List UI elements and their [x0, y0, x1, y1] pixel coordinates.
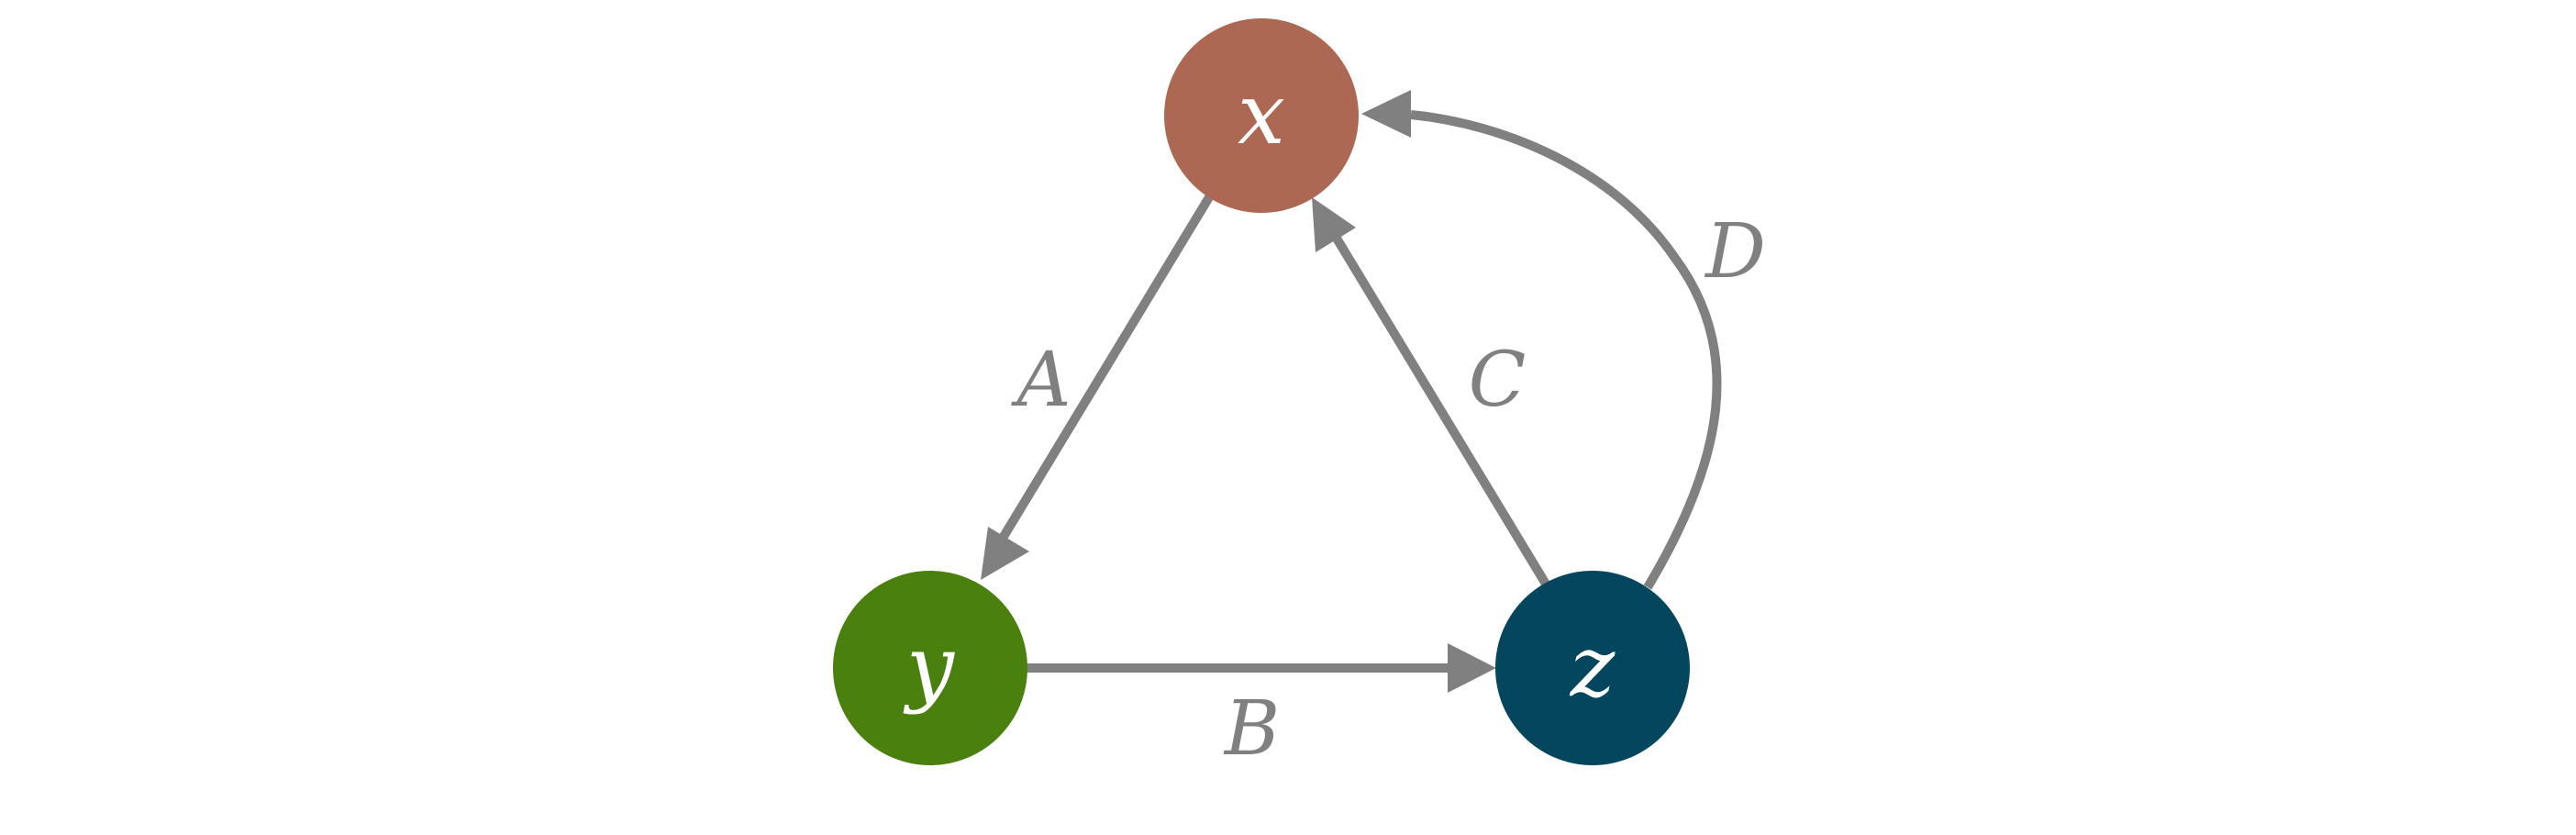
edge-d: D [1361, 90, 1766, 590]
node-y-label: y [903, 618, 955, 716]
node-z: z [1495, 571, 1690, 765]
edge-c-arrowhead [1312, 197, 1356, 252]
edge-b-arrowhead [1448, 643, 1496, 693]
nodes: x y z [833, 18, 1690, 765]
edge-d-arrowhead [1361, 90, 1411, 138]
edge-d-label: D [1704, 208, 1766, 295]
edge-c-label: C [1469, 337, 1527, 424]
node-x: x [1164, 18, 1359, 213]
node-y-circle [833, 571, 1027, 765]
edge-a-line [997, 190, 1216, 542]
edge-d-path [1410, 110, 1722, 590]
edge-c: C [1312, 197, 1551, 588]
edge-b-label: B [1223, 685, 1280, 773]
node-y: y [833, 571, 1027, 765]
node-x-label: x [1238, 65, 1285, 163]
node-x-circle [1164, 18, 1359, 213]
edge-a: A [981, 190, 1216, 580]
edges: A B C D [981, 90, 1766, 773]
node-z-circle [1495, 571, 1690, 765]
node-z-label: z [1570, 618, 1616, 716]
edge-b: B [1027, 643, 1496, 773]
edge-c-line [1331, 234, 1551, 588]
edge-a-arrowhead [981, 527, 1029, 580]
edge-a-label: A [1010, 337, 1071, 424]
